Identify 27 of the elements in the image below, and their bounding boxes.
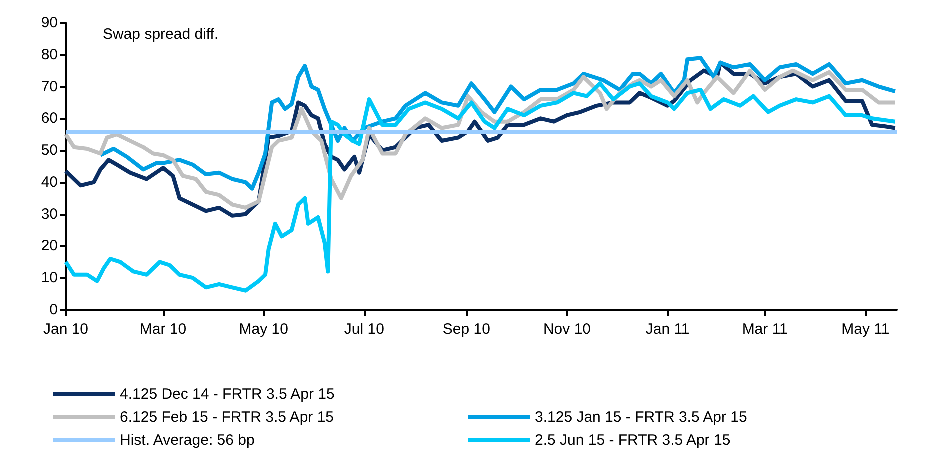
- x-tick-label: Sep 10: [442, 321, 490, 338]
- x-tick-label: Jan 10: [43, 321, 89, 338]
- x-tick-label: Mar 10: [140, 321, 187, 338]
- y-tick-label: 70: [41, 78, 58, 96]
- y-tick-label: 10: [41, 270, 58, 287]
- y-tick-label: 0: [50, 302, 58, 318]
- y-tick-label: 30: [41, 206, 58, 223]
- x-tick-label: May 10: [239, 321, 288, 338]
- chart-title: Swap spread diff.: [103, 26, 219, 43]
- legend-label: 3.125 Jan 15 - FRTR 3.5 Apr 15: [535, 409, 748, 426]
- legend-label: 2.5 Jun 15 - FRTR 3.5 Apr 15: [535, 432, 731, 449]
- x-tick-label: Mar 11: [742, 321, 788, 338]
- y-tick-label: 20: [41, 238, 58, 255]
- x-tick-label: Jul 10: [344, 321, 384, 338]
- y-tick-label: 90: [41, 14, 58, 32]
- y-tick-label: 50: [41, 142, 58, 160]
- x-tick-label: May 11: [842, 321, 890, 338]
- y-tick-label: 40: [41, 174, 58, 191]
- legend-label: 4.125 Dec 14 - FRTR 3.5 Apr 15: [120, 386, 335, 403]
- line-series: [98, 56, 898, 191]
- y-tick-label: 80: [41, 46, 58, 64]
- line-series: [64, 82, 898, 293]
- legend-label: 6.125 Feb 15 - FRTR 3.5 Apr 15: [120, 409, 334, 426]
- legend-label: Hist. Average: 56 bp: [120, 432, 255, 449]
- x-tick-label: Jan 11: [646, 321, 690, 338]
- y-tick-label: 60: [41, 110, 58, 128]
- x-tick-label: Nov 10: [543, 321, 592, 338]
